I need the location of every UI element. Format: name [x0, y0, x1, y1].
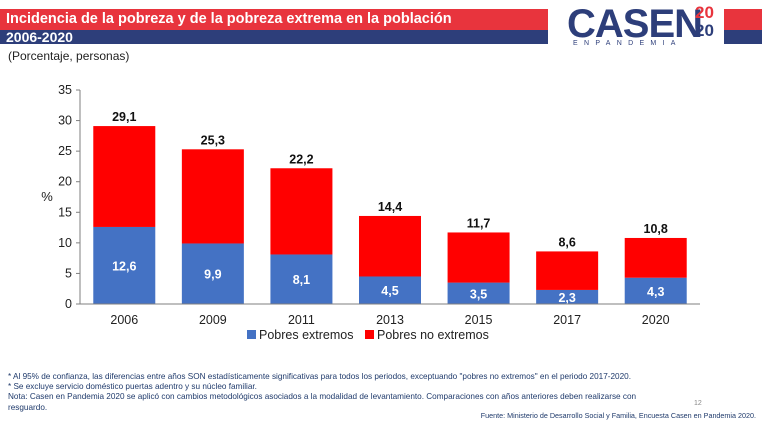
- bar-segment-pobres-no-extremos: [536, 251, 599, 290]
- bar-segment-pobres-extremos: [536, 289, 599, 304]
- logo-year-top: 20: [695, 3, 714, 22]
- x-tick-label: 2013: [376, 313, 404, 327]
- total-data-label: 22,2: [289, 152, 313, 166]
- footnotes: * Al 95% de confianza, las diferencias e…: [8, 372, 753, 413]
- header-title-band: [0, 9, 548, 30]
- casen-logo: CASEN 20 20 ENPANDEMIA: [563, 2, 723, 54]
- header-accent-red: [724, 9, 762, 30]
- x-tick-label: 2015: [465, 313, 493, 327]
- segment-data-label: 4,3: [647, 285, 664, 299]
- bar-segment-pobres-no-extremos: [93, 126, 156, 227]
- bar-segment-pobres-extremos: [181, 243, 244, 304]
- y-tick-label: 10: [58, 236, 72, 250]
- segment-data-label: 9,9: [204, 268, 221, 282]
- y-tick-label: 30: [58, 114, 72, 128]
- page-title: Incidencia de la pobreza y de la pobreza…: [6, 11, 452, 27]
- y-tick-label: 15: [58, 205, 72, 219]
- total-data-label: 10,8: [644, 222, 668, 236]
- units-label: (Porcentaje, personas): [8, 49, 130, 63]
- page-subtitle: 2006-2020: [6, 29, 73, 45]
- bar-segment-pobres-extremos: [359, 276, 421, 304]
- footnote-1: * Al 95% de confianza, las diferencias e…: [8, 372, 631, 381]
- bar-segment-pobres-extremos: [270, 254, 333, 304]
- total-data-label: 8,6: [558, 235, 575, 249]
- bar-segment-pobres-no-extremos: [624, 237, 687, 278]
- x-tick-label: 2017: [553, 313, 581, 327]
- bars-group: 12,6 29,1 9,9 25,3 8,1 22,2 4,5 14,4 3,5 11,7 2,3 8…: [93, 110, 687, 305]
- x-axis: 2006 2009 2011 2013 2015 2017 2020: [80, 303, 700, 327]
- stacked-bar-chart: 0 5 10 15 20 25 30 35% 12,6 29,1 9,9 25,3 8,1 22,2 4,…: [41, 83, 700, 342]
- bar-segment-pobres-extremos: [624, 277, 687, 304]
- segment-data-label: 3,5: [470, 287, 487, 301]
- x-tick-label: 2006: [110, 313, 138, 327]
- y-axis: 0 5 10 15 20 25 30 35%: [41, 83, 81, 311]
- bar-segment-pobres-no-extremos: [447, 232, 510, 283]
- header-subtitle-band: [0, 30, 548, 44]
- footnote-3: Nota: Casen en Pandemia 2020 se aplicó c…: [8, 392, 637, 402]
- y-tick-label: 5: [65, 266, 72, 280]
- bar-segment-pobres-no-extremos: [359, 215, 421, 277]
- bar-segment-pobres-no-extremos: [270, 168, 333, 255]
- legend-swatch-pobres-no-extremos: [365, 330, 374, 339]
- logo-tagline: ENPANDEMIA: [573, 40, 682, 47]
- footnote-2: * Se excluye servicio doméstico puertas …: [8, 382, 257, 392]
- segment-data-label: 8,1: [293, 273, 310, 287]
- y-tick-label: 20: [58, 175, 72, 189]
- bar-segment-pobres-extremos: [447, 282, 510, 304]
- segment-data-label: 2,3: [558, 291, 575, 305]
- segment-data-label: 12,6: [112, 259, 136, 273]
- bar-segment-pobres-extremos: [93, 226, 156, 304]
- y-axis-title: %: [41, 189, 53, 204]
- chart-legend: Pobres extremos Pobres no extremos: [247, 328, 489, 342]
- logo-year-bottom: 20: [695, 21, 714, 40]
- header-accent-blue: [724, 30, 762, 44]
- logo-wordmark: CASEN: [567, 2, 703, 46]
- y-tick-label: 25: [58, 144, 72, 158]
- total-data-label: 11,7: [467, 216, 491, 230]
- y-tick-label: 0: [65, 297, 72, 311]
- total-data-label: 14,4: [378, 200, 402, 214]
- segment-data-label: 4,5: [381, 284, 398, 298]
- total-data-label: 25,3: [201, 133, 225, 147]
- x-tick-label: 2020: [642, 313, 670, 327]
- legend-swatch-pobres-extremos: [247, 330, 256, 339]
- x-tick-label: 2009: [199, 313, 227, 327]
- legend-label-pobres-no-extremos: Pobres no extremos: [377, 328, 489, 342]
- logo-year: 20 20: [695, 4, 717, 40]
- total-data-label: 29,1: [112, 110, 136, 124]
- x-tick-label: 2011: [288, 313, 315, 327]
- source-note: Fuente: Ministerio de Desarrollo Social …: [480, 411, 756, 420]
- footnote-4: resguardo.: [8, 402, 48, 412]
- page-number: 12: [694, 400, 702, 407]
- legend-label-pobres-extremos: Pobres extremos: [259, 328, 353, 342]
- y-tick-label: 35: [58, 83, 72, 97]
- bar-segment-pobres-no-extremos: [181, 149, 244, 244]
